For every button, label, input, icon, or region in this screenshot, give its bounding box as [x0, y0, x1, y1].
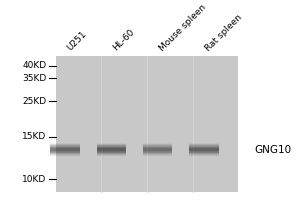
- Bar: [189, 153, 218, 155]
- Text: Rat spleen: Rat spleen: [204, 12, 244, 53]
- Bar: [97, 150, 126, 151]
- Bar: [50, 154, 80, 156]
- Bar: [97, 144, 126, 145]
- Bar: [50, 145, 80, 147]
- Bar: [143, 145, 172, 147]
- Bar: [50, 143, 80, 145]
- Bar: [97, 151, 126, 153]
- Bar: [97, 153, 126, 154]
- Bar: [97, 149, 126, 151]
- Bar: [143, 148, 172, 150]
- Bar: [50, 154, 80, 156]
- Bar: [189, 148, 218, 150]
- Bar: [50, 145, 80, 147]
- Bar: [143, 154, 172, 156]
- Bar: [97, 148, 126, 150]
- Bar: [97, 153, 126, 155]
- Bar: [143, 147, 172, 149]
- Bar: [97, 154, 126, 156]
- Bar: [143, 152, 172, 154]
- Bar: [143, 154, 172, 156]
- Bar: [189, 144, 218, 146]
- Bar: [50, 144, 80, 146]
- Bar: [189, 150, 218, 152]
- Text: GNG10: GNG10: [254, 145, 292, 155]
- Bar: [97, 147, 126, 148]
- Bar: [143, 144, 172, 145]
- Text: 10KD: 10KD: [22, 175, 46, 184]
- Text: U251: U251: [65, 29, 88, 53]
- Bar: [50, 148, 80, 150]
- Bar: [50, 151, 80, 153]
- Text: 40KD: 40KD: [22, 61, 46, 70]
- Bar: [189, 144, 218, 145]
- Bar: [143, 148, 172, 150]
- Bar: [189, 151, 218, 153]
- Bar: [97, 148, 126, 150]
- Text: Mouse spleen: Mouse spleen: [158, 2, 208, 53]
- Bar: [50, 148, 80, 150]
- Bar: [143, 146, 172, 148]
- Bar: [97, 144, 126, 146]
- Bar: [50, 146, 80, 148]
- Bar: [97, 147, 126, 149]
- Bar: [189, 154, 218, 156]
- Bar: [97, 145, 126, 147]
- Bar: [97, 154, 126, 156]
- Bar: [143, 143, 172, 145]
- Bar: [143, 149, 172, 151]
- Bar: [189, 146, 218, 148]
- Bar: [189, 154, 218, 156]
- Bar: [50, 150, 80, 151]
- Bar: [97, 152, 126, 154]
- Bar: [189, 148, 218, 150]
- Bar: [143, 153, 172, 155]
- Bar: [50, 151, 80, 153]
- Bar: [189, 145, 218, 147]
- Bar: [189, 147, 218, 149]
- Bar: [50, 149, 80, 151]
- Bar: [143, 153, 172, 154]
- Bar: [97, 150, 126, 152]
- Bar: [50, 152, 80, 154]
- Bar: [50, 144, 80, 145]
- Bar: [97, 146, 126, 148]
- Text: 15KD: 15KD: [22, 132, 46, 141]
- Bar: [143, 151, 172, 153]
- Bar: [56, 56, 238, 192]
- Bar: [143, 144, 172, 146]
- Bar: [50, 147, 80, 148]
- Bar: [97, 143, 126, 145]
- Text: 35KD: 35KD: [22, 74, 46, 83]
- Bar: [143, 150, 172, 152]
- Bar: [50, 147, 80, 149]
- Bar: [50, 150, 80, 152]
- Bar: [189, 149, 218, 151]
- Bar: [189, 145, 218, 147]
- Bar: [97, 151, 126, 153]
- Bar: [50, 153, 80, 155]
- Bar: [143, 151, 172, 153]
- Bar: [189, 147, 218, 148]
- Bar: [143, 150, 172, 151]
- Text: 25KD: 25KD: [22, 97, 46, 106]
- Bar: [143, 147, 172, 148]
- Bar: [189, 143, 218, 145]
- Bar: [189, 152, 218, 154]
- Bar: [189, 150, 218, 151]
- Bar: [50, 153, 80, 154]
- Bar: [143, 145, 172, 147]
- Text: HL-60: HL-60: [111, 28, 136, 53]
- Bar: [189, 153, 218, 154]
- Bar: [189, 151, 218, 153]
- Bar: [97, 145, 126, 147]
